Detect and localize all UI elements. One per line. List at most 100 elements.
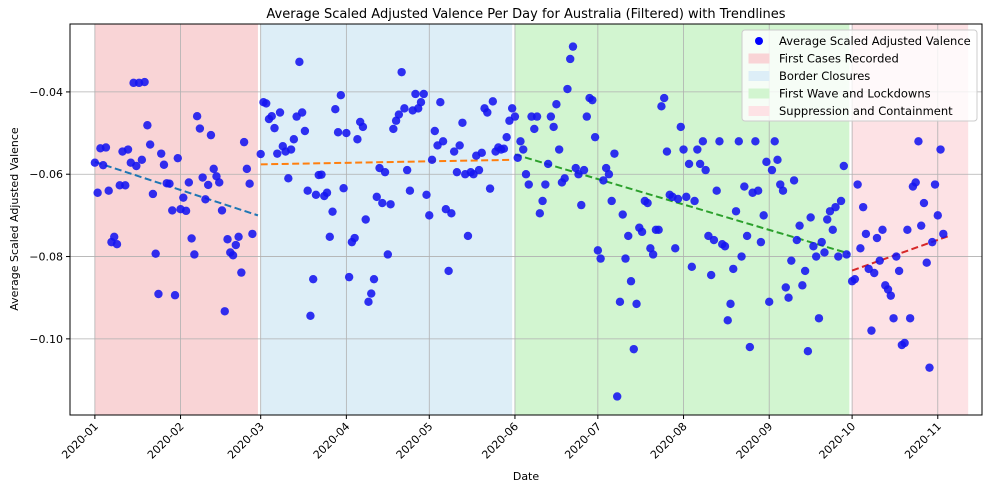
data-point (328, 207, 337, 216)
data-point (256, 149, 265, 159)
data-point (173, 153, 182, 163)
data-point (104, 186, 113, 195)
data-point (436, 98, 445, 107)
data-point (856, 244, 865, 253)
data-point (295, 57, 304, 67)
data-point (767, 165, 777, 175)
data-point (676, 122, 685, 132)
data-point (621, 254, 630, 263)
y-axis-label: Average Scaled Adjusted Valence (8, 127, 21, 311)
data-point (201, 195, 210, 204)
data-point (566, 54, 575, 64)
legend-label-period-4: Suppression and Containment (779, 104, 953, 118)
data-point (192, 111, 202, 121)
data-point (800, 266, 810, 276)
legend-label-period-1: First Cases Recorded (779, 52, 899, 66)
data-point (286, 145, 296, 154)
data-point (599, 176, 608, 185)
data-point (745, 342, 755, 352)
data-point (209, 164, 218, 174)
period-band-1 (94, 24, 258, 415)
data-point (516, 137, 525, 146)
data-point (604, 170, 614, 179)
data-point (726, 299, 735, 309)
data-point (203, 180, 213, 190)
data-point (740, 182, 749, 191)
data-point (361, 215, 370, 224)
data-point (184, 178, 194, 187)
data-point (892, 252, 901, 261)
x-tick-label: 2020-06 (479, 420, 521, 462)
data-point (759, 211, 768, 220)
x-tick-label: 2020-11 (902, 420, 944, 462)
x-axis-ticks: 2020-01 2020-02 2020-03 2020-04 2020-05 2020-… (59, 415, 944, 462)
legend-label-scatter: Average Scaled Adjusted Valence (779, 34, 971, 48)
data-point (455, 141, 464, 150)
data-point (342, 128, 351, 138)
data-point (367, 289, 376, 298)
data-point (546, 112, 556, 121)
data-point (372, 192, 381, 202)
data-point (477, 148, 486, 158)
data-point (659, 93, 669, 103)
data-point (137, 155, 147, 165)
data-point (831, 202, 840, 212)
data-point (648, 250, 658, 259)
chart-title: Average Scaled Adjusted Valence Per Day … (266, 7, 785, 22)
data-point (823, 215, 832, 224)
data-point (905, 314, 915, 323)
data-point (121, 181, 130, 190)
data-point (248, 229, 257, 239)
data-point (449, 147, 459, 156)
data-point (303, 186, 312, 195)
data-point (297, 108, 307, 117)
data-point (190, 250, 199, 259)
data-point (690, 196, 699, 206)
data-point (350, 233, 359, 243)
x-tick-label: 2020-10 (817, 420, 859, 462)
data-point (836, 196, 846, 206)
data-point (132, 161, 141, 171)
data-point (275, 108, 285, 117)
data-point (789, 176, 799, 185)
legend-label-period-3: First Wave and Lockdowns (779, 87, 931, 101)
data-point (336, 91, 346, 100)
data-point (322, 188, 332, 197)
legend-swatch-period-2 (748, 71, 770, 81)
data-point (364, 297, 373, 307)
data-point (123, 145, 133, 154)
data-point (300, 126, 310, 136)
data-point (657, 102, 666, 111)
data-point (563, 84, 572, 94)
data-point (684, 159, 694, 169)
data-point (140, 77, 149, 87)
data-point (452, 167, 462, 177)
data-point (872, 233, 882, 243)
data-point (317, 170, 326, 179)
data-point (917, 221, 926, 230)
data-point (698, 137, 708, 146)
data-point (673, 194, 683, 204)
data-point (311, 190, 321, 200)
data-point (878, 225, 887, 234)
data-point (463, 231, 473, 241)
data-point (353, 135, 362, 144)
data-point (765, 297, 774, 307)
data-point (93, 188, 102, 197)
data-point (181, 206, 191, 216)
data-point (842, 250, 851, 259)
data-point (458, 118, 467, 127)
data-point (654, 225, 663, 234)
y-axis-ticks: −0.04 −0.06 −0.08 −0.10 (29, 86, 70, 346)
data-point (231, 240, 241, 250)
data-point (596, 254, 605, 263)
data-point (110, 232, 119, 241)
data-point (532, 112, 542, 121)
data-point (834, 252, 843, 261)
data-point (549, 122, 558, 132)
plot-frame (69, 23, 983, 416)
data-point (378, 198, 387, 208)
data-point (756, 237, 766, 247)
data-point (447, 209, 456, 218)
data-point (817, 237, 826, 247)
